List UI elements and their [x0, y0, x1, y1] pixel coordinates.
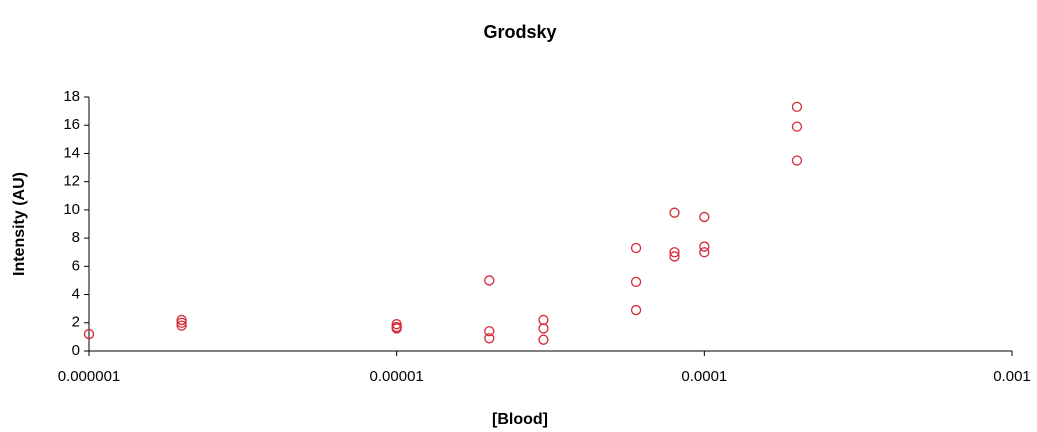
point	[791, 155, 803, 166]
y-tick-label: 14	[63, 144, 80, 161]
point	[176, 320, 187, 331]
point	[699, 241, 710, 252]
x-tick-label: 0.00001	[370, 368, 424, 385]
point	[391, 319, 402, 330]
y-tick-label: 10	[63, 201, 80, 218]
y-tick-label: 6	[72, 257, 80, 274]
point	[630, 276, 642, 288]
y-axis-title: Intensity (AU)	[11, 172, 28, 276]
x-tick-label: 0.001	[993, 368, 1031, 385]
point	[484, 333, 495, 344]
y-tick-label: 18	[63, 88, 80, 105]
point	[630, 304, 642, 316]
y-tick-label: 0	[72, 342, 80, 359]
point	[791, 101, 803, 113]
point	[83, 328, 95, 340]
x-tick-label: 0.0001	[681, 368, 727, 385]
point	[630, 242, 642, 254]
point	[669, 207, 680, 218]
point	[484, 275, 495, 286]
point	[176, 314, 187, 326]
x-axis-title: [Blood]	[492, 411, 548, 428]
y-tick-label: 8	[72, 229, 80, 246]
point	[669, 247, 680, 258]
point	[391, 323, 402, 334]
point	[538, 314, 549, 326]
point	[699, 211, 710, 223]
x-tick-label: 0.000001	[58, 368, 121, 385]
point	[484, 326, 495, 337]
point	[538, 334, 549, 345]
y-tick-label: 4	[72, 286, 80, 303]
y-tick-label: 12	[63, 173, 80, 190]
point	[176, 317, 187, 328]
y-tick-label: 16	[63, 116, 80, 133]
point	[538, 323, 549, 334]
point	[699, 247, 710, 258]
chart-title: Grodsky	[483, 22, 556, 42]
point	[669, 251, 680, 262]
y-tick-label: 2	[72, 314, 80, 331]
point	[791, 121, 803, 132]
